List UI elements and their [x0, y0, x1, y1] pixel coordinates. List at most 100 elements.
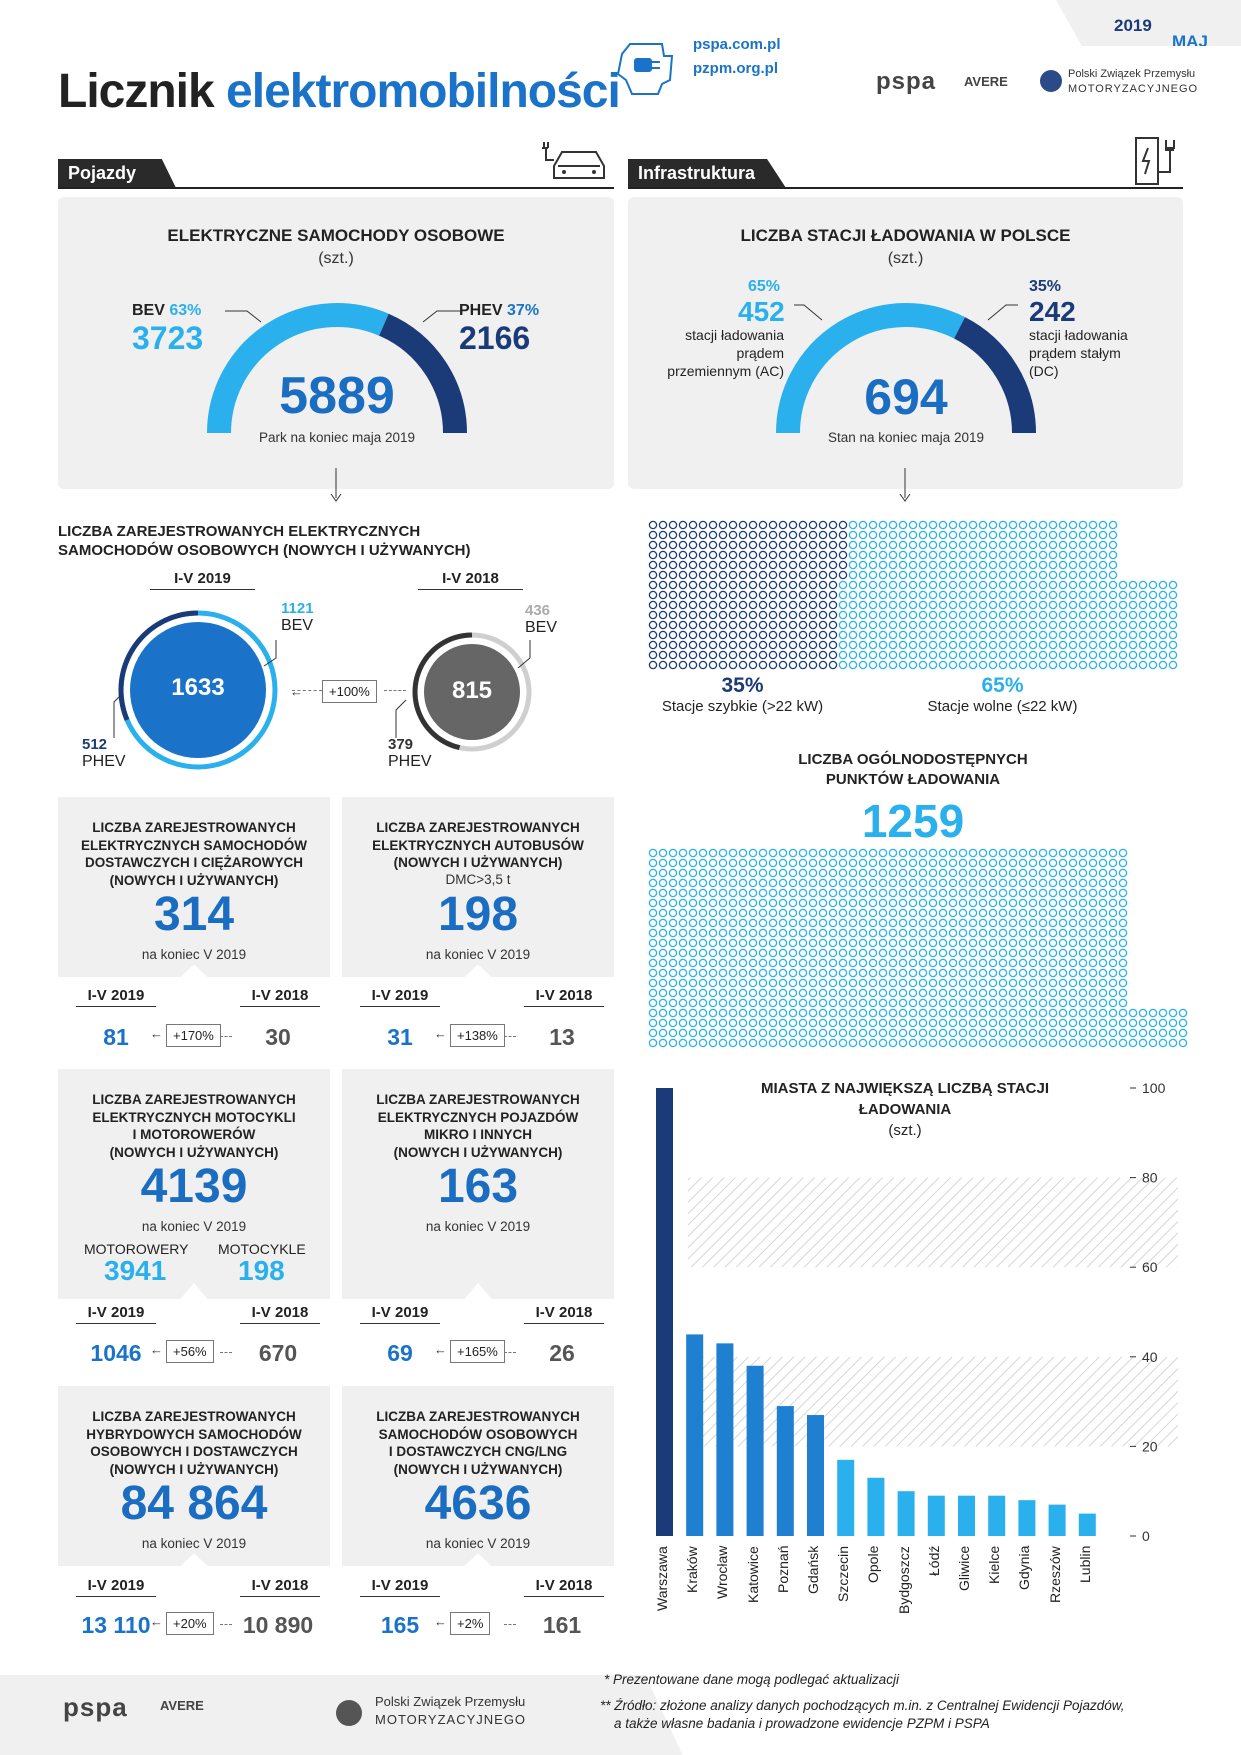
dot	[758, 620, 768, 630]
dot	[1058, 1028, 1068, 1038]
dot	[718, 600, 728, 610]
dot	[1068, 908, 1078, 918]
dot	[958, 938, 968, 948]
dot	[748, 550, 758, 560]
dot	[718, 928, 728, 938]
dot	[1138, 610, 1148, 620]
dot	[788, 898, 798, 908]
dot	[868, 590, 878, 600]
dot	[898, 948, 908, 958]
dot	[838, 1008, 848, 1018]
dot	[898, 640, 908, 650]
dot	[1078, 540, 1088, 550]
dot	[1078, 560, 1088, 570]
dot	[1088, 560, 1098, 570]
dot	[768, 540, 778, 550]
dot	[958, 1008, 968, 1018]
dot	[748, 1038, 758, 1048]
dot	[1028, 958, 1038, 968]
dot	[688, 978, 698, 988]
dot	[998, 570, 1008, 580]
dot	[978, 1018, 988, 1028]
dot	[688, 908, 698, 918]
section-divider	[58, 187, 614, 189]
dot	[978, 560, 988, 570]
dot	[1048, 1028, 1058, 1038]
dot	[1068, 1018, 1078, 1028]
dot	[1078, 570, 1088, 580]
dot	[758, 998, 768, 1008]
phev-2019-value: 512	[82, 736, 108, 753]
dot	[888, 998, 898, 1008]
dot	[1078, 848, 1088, 858]
dot	[1018, 660, 1028, 670]
url-pspa[interactable]: pspa.com.pl	[693, 36, 781, 53]
dot	[768, 848, 778, 858]
dot	[998, 928, 1008, 938]
dot	[1008, 600, 1018, 610]
section-tab-infrastructure: Infrastruktura	[628, 159, 786, 188]
slow-label: Stacje wolne (≤22 kW)	[927, 698, 1078, 715]
dot	[1088, 610, 1098, 620]
dot	[1168, 1018, 1178, 1028]
dot	[718, 868, 728, 878]
dot	[888, 898, 898, 908]
dot	[828, 590, 838, 600]
y-tick-label: 20	[1142, 1438, 1158, 1454]
dot	[818, 600, 828, 610]
hatch-band	[688, 1177, 1178, 1268]
dot	[688, 580, 698, 590]
dot	[878, 858, 888, 868]
dot	[1148, 660, 1158, 670]
dot	[848, 550, 858, 560]
dot	[808, 858, 818, 868]
dot	[928, 988, 938, 998]
card-title: LICZBA ZAREJESTROWANYCH ELEKTRYCZNYCH SAM…	[58, 819, 330, 889]
dot	[978, 1038, 988, 1048]
dot	[978, 1028, 988, 1038]
url-pzpm[interactable]: pzpm.org.pl	[693, 60, 778, 77]
dot	[1158, 1008, 1168, 1018]
dot	[928, 1018, 938, 1028]
dot	[1148, 630, 1158, 640]
dot	[1148, 590, 1158, 600]
dot	[648, 620, 658, 630]
dot	[748, 660, 758, 670]
dot	[1138, 650, 1148, 660]
dot	[708, 878, 718, 888]
dot	[948, 640, 958, 650]
dot	[688, 540, 698, 550]
dot	[908, 550, 918, 560]
dot	[728, 968, 738, 978]
dot	[878, 898, 888, 908]
dot	[1008, 590, 1018, 600]
dot	[1048, 650, 1058, 660]
dot	[858, 550, 868, 560]
dot	[658, 620, 668, 630]
dot	[1018, 610, 1028, 620]
dot	[948, 560, 958, 570]
dot	[978, 968, 988, 978]
dot	[938, 968, 948, 978]
charger-icon	[1135, 137, 1175, 185]
dot	[798, 590, 808, 600]
dot	[798, 610, 808, 620]
dot	[728, 928, 738, 938]
card-value: 198	[437, 887, 519, 941]
dot	[938, 918, 948, 928]
dot	[828, 968, 838, 978]
dot	[988, 858, 998, 868]
dot	[878, 918, 888, 928]
dot	[658, 1008, 668, 1018]
dot	[1028, 660, 1038, 670]
dot	[828, 868, 838, 878]
dot	[678, 1038, 688, 1048]
dot	[1048, 848, 1058, 858]
dot	[668, 978, 678, 988]
dot	[708, 888, 718, 898]
dot	[1128, 580, 1138, 590]
dot	[878, 1008, 888, 1018]
dot	[1038, 1008, 1048, 1018]
dot	[878, 540, 888, 550]
dot	[1048, 938, 1058, 948]
